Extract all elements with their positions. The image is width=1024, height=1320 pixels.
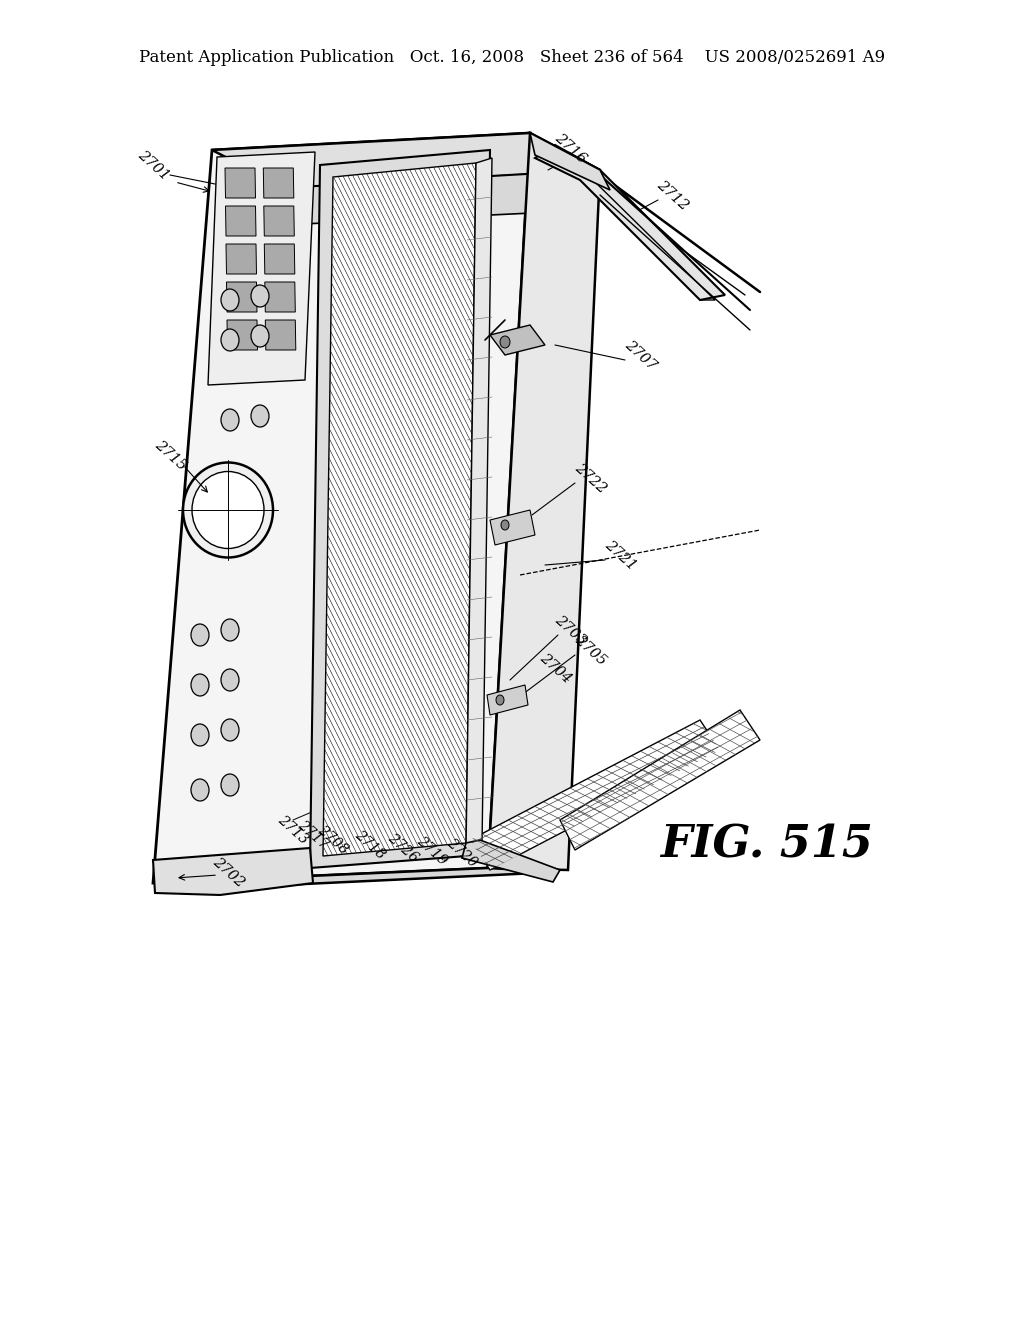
- Polygon shape: [560, 710, 760, 850]
- Ellipse shape: [221, 774, 239, 796]
- Polygon shape: [535, 145, 725, 300]
- Polygon shape: [264, 244, 295, 275]
- Text: 2713: 2713: [275, 813, 311, 847]
- Polygon shape: [462, 840, 560, 882]
- Text: 2716: 2716: [552, 131, 589, 165]
- Text: 2703: 2703: [552, 612, 589, 648]
- Text: 2726: 2726: [385, 830, 421, 865]
- Text: 2701: 2701: [134, 148, 171, 182]
- Ellipse shape: [251, 285, 269, 308]
- Ellipse shape: [221, 409, 239, 432]
- Text: FIG. 515: FIG. 515: [660, 824, 872, 866]
- Text: 2707: 2707: [622, 338, 658, 372]
- Text: 2715: 2715: [152, 437, 188, 473]
- Polygon shape: [264, 206, 294, 236]
- Polygon shape: [227, 319, 257, 350]
- Text: 2722: 2722: [571, 461, 608, 495]
- Text: 2719: 2719: [414, 834, 450, 869]
- Polygon shape: [487, 685, 528, 715]
- Ellipse shape: [221, 619, 239, 642]
- Polygon shape: [265, 319, 296, 350]
- Polygon shape: [490, 325, 545, 355]
- Polygon shape: [225, 168, 256, 198]
- Ellipse shape: [221, 329, 239, 351]
- Text: 2717: 2717: [295, 818, 331, 853]
- Polygon shape: [490, 510, 535, 545]
- Ellipse shape: [501, 520, 509, 531]
- Ellipse shape: [221, 669, 239, 690]
- Polygon shape: [153, 133, 530, 883]
- Polygon shape: [263, 168, 294, 198]
- Polygon shape: [310, 150, 490, 869]
- Ellipse shape: [496, 696, 504, 705]
- Polygon shape: [225, 206, 256, 236]
- Polygon shape: [323, 162, 476, 855]
- Ellipse shape: [500, 337, 510, 348]
- Polygon shape: [488, 133, 600, 870]
- Text: 2721: 2721: [601, 537, 638, 573]
- Text: 2718: 2718: [352, 828, 388, 862]
- Ellipse shape: [191, 675, 209, 696]
- Ellipse shape: [183, 462, 273, 557]
- Ellipse shape: [191, 624, 209, 645]
- Ellipse shape: [221, 719, 239, 741]
- Polygon shape: [466, 158, 492, 850]
- Ellipse shape: [221, 289, 239, 312]
- Polygon shape: [470, 719, 720, 870]
- Polygon shape: [212, 133, 600, 187]
- Polygon shape: [153, 847, 313, 895]
- Text: Patent Application Publication   Oct. 16, 2008   Sheet 236 of 564    US 2008/025: Patent Application Publication Oct. 16, …: [139, 49, 885, 66]
- Polygon shape: [226, 244, 256, 275]
- Ellipse shape: [193, 471, 264, 549]
- Ellipse shape: [251, 405, 269, 426]
- Polygon shape: [153, 869, 558, 888]
- Polygon shape: [208, 152, 315, 385]
- Ellipse shape: [191, 779, 209, 801]
- Polygon shape: [282, 170, 600, 224]
- Ellipse shape: [251, 325, 269, 347]
- Polygon shape: [265, 282, 295, 312]
- Polygon shape: [226, 282, 257, 312]
- Polygon shape: [530, 133, 610, 190]
- Ellipse shape: [191, 723, 209, 746]
- Text: 2702: 2702: [210, 854, 247, 890]
- Text: 2705: 2705: [571, 632, 608, 668]
- Text: 2712: 2712: [653, 177, 690, 213]
- Text: 2708: 2708: [315, 822, 351, 857]
- Text: 2720: 2720: [444, 836, 480, 870]
- Text: 2704: 2704: [537, 651, 573, 685]
